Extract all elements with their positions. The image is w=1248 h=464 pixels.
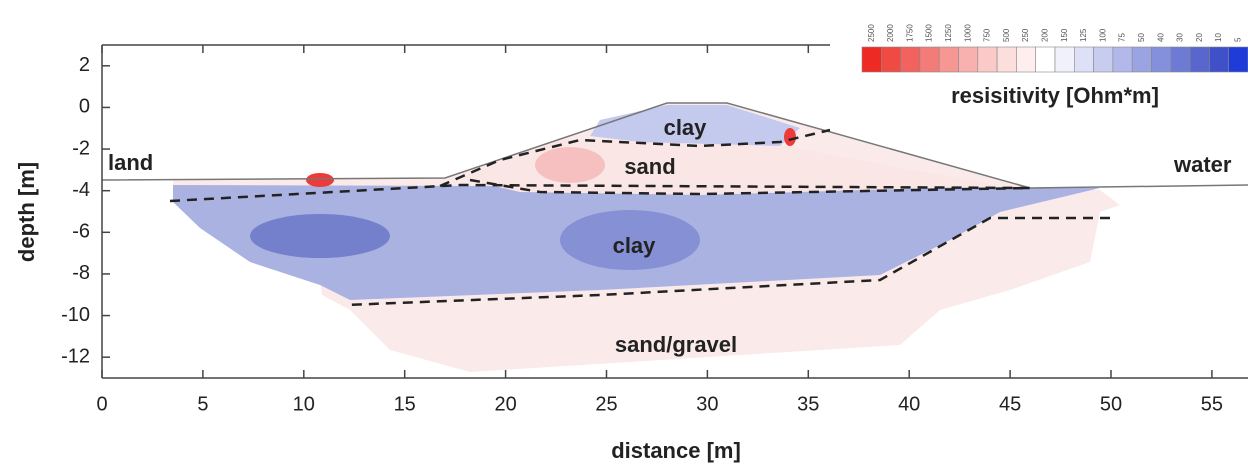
x-tick-label: 10 bbox=[293, 393, 315, 415]
boundary bbox=[169, 183, 1031, 203]
colorbar-cell bbox=[958, 46, 979, 73]
colorbar-cell bbox=[1151, 46, 1172, 73]
colorbar-tick-label: 75 bbox=[1118, 33, 1127, 42]
anomaly bbox=[306, 173, 334, 187]
x-axis-title: distance [m] bbox=[611, 438, 741, 463]
annotation: clay bbox=[613, 233, 657, 258]
y-tick-label: -10 bbox=[61, 304, 90, 326]
colorbar-cell bbox=[1016, 46, 1037, 73]
colorbar-cell bbox=[1054, 46, 1075, 73]
colorbar-cell bbox=[1209, 46, 1230, 73]
x-tick-label: 20 bbox=[494, 393, 516, 415]
colorbar-cell bbox=[880, 46, 901, 73]
x-tick-label: 55 bbox=[1201, 393, 1223, 415]
clay-core bbox=[250, 214, 390, 258]
y-axis-title: depth [m] bbox=[14, 162, 39, 262]
colorbar-cell bbox=[1170, 46, 1191, 73]
colorbar-cell bbox=[1074, 46, 1094, 73]
annotation: clay bbox=[664, 115, 708, 140]
anomaly bbox=[784, 128, 796, 146]
sand-core bbox=[535, 147, 605, 183]
y-tick-label: -12 bbox=[61, 345, 90, 367]
x-tick-label: 35 bbox=[797, 393, 819, 415]
colorbar-tick-label: 1750 bbox=[905, 24, 914, 42]
colorbar-tick-label: 750 bbox=[983, 28, 992, 42]
colorbar-cell bbox=[977, 46, 998, 73]
annotation: water bbox=[1173, 152, 1232, 177]
colorbar-tick-label: 1250 bbox=[944, 24, 953, 42]
x-tick-label: 0 bbox=[96, 393, 107, 415]
y-tick-label: 2 bbox=[79, 54, 90, 76]
x-tick-label: 30 bbox=[696, 393, 718, 415]
section bbox=[101, 102, 1248, 372]
clay-core bbox=[560, 210, 700, 270]
annotation: sand/gravel bbox=[615, 332, 737, 357]
axes bbox=[101, 44, 1248, 379]
colorbar-cell bbox=[1131, 46, 1152, 73]
colorbar-tick-label: 125 bbox=[1079, 28, 1088, 42]
colorbar-cell bbox=[1035, 46, 1056, 73]
colorbar-tick-label: 500 bbox=[1002, 28, 1011, 42]
x-tick-label: 45 bbox=[999, 393, 1021, 415]
colorbar-tick-label: 100 bbox=[1098, 28, 1107, 42]
colorbar-cell bbox=[900, 46, 921, 73]
y-tick-label: 0 bbox=[79, 96, 90, 118]
colorbar-tick-label: 2500 bbox=[867, 24, 876, 42]
colorbar-tick-label: 150 bbox=[1060, 28, 1069, 42]
x-tick-label: 50 bbox=[1100, 393, 1122, 415]
colorbar-cell bbox=[938, 46, 959, 73]
x-tick-label: 5 bbox=[197, 393, 208, 415]
boundaries bbox=[169, 128, 1110, 307]
y-tick-label: -2 bbox=[72, 137, 90, 159]
boundary bbox=[469, 178, 1031, 196]
ground-line bbox=[101, 102, 1248, 189]
x-tick-label: 15 bbox=[394, 393, 416, 415]
colorbar-cell bbox=[1189, 46, 1210, 73]
colorbar-tick-label: 250 bbox=[1021, 28, 1030, 42]
x-tick-label: 25 bbox=[595, 393, 617, 415]
colorbar-cell bbox=[861, 46, 882, 73]
colorbar-cell bbox=[919, 46, 940, 73]
colorbar-tick-label: 1500 bbox=[925, 24, 934, 42]
colorbar-tick-label: 1000 bbox=[963, 24, 972, 42]
colorbar-cell bbox=[1093, 46, 1114, 73]
colorbar-tick-label: 30 bbox=[1176, 33, 1185, 42]
colorbar-tick-label: 50 bbox=[1137, 33, 1146, 42]
annotation: sand bbox=[624, 154, 675, 179]
colorbar-tick-label: 20 bbox=[1195, 33, 1204, 42]
y-tick-label: -6 bbox=[72, 221, 90, 243]
colorbar-tick-label: 40 bbox=[1156, 33, 1165, 42]
y-tick-label: -4 bbox=[72, 179, 90, 201]
colorbar-cell bbox=[996, 46, 1017, 73]
x-tick-label: 40 bbox=[898, 393, 920, 415]
boundary bbox=[439, 128, 831, 188]
colorbar-tick-label: 5 bbox=[1233, 37, 1242, 42]
colorbar-tick-label: 2000 bbox=[886, 24, 895, 42]
colorbar-tick-label: 10 bbox=[1214, 33, 1223, 42]
boundary bbox=[344, 216, 1110, 307]
annotation: land bbox=[108, 150, 153, 175]
colorbar-cell bbox=[1228, 46, 1248, 73]
colorbar-cell bbox=[1112, 46, 1133, 73]
colorbar-title: resisitivity [Ohm*m] bbox=[951, 83, 1159, 108]
clay-cap bbox=[590, 105, 800, 146]
y-tick-label: -8 bbox=[72, 262, 90, 284]
colorbar-tick-label: 200 bbox=[1040, 28, 1049, 42]
